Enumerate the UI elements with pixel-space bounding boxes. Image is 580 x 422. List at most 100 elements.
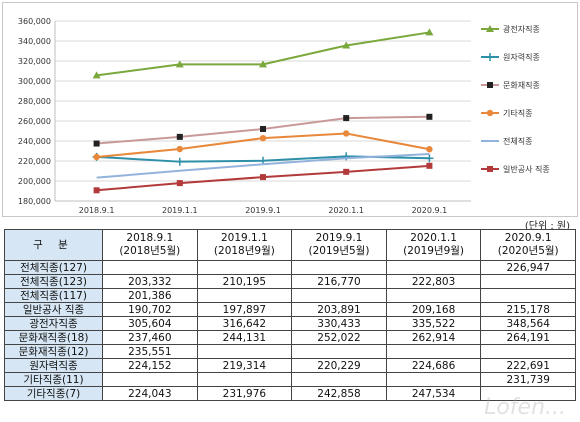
row-label: 문화재직종(18) [4,330,103,345]
data-point [93,140,100,147]
table-cell: 316,642 [196,316,293,331]
data-point [176,145,183,153]
table-cell: 220,229 [291,358,387,373]
data-point [93,187,100,194]
row-label: 광전자직종 [4,316,103,331]
data-point [175,60,184,68]
table-row: 광전자직종 305,604 316,642 330,433 335,522 348,564 [4,316,576,331]
table-cell: 209,168 [385,302,482,317]
y-tick-label: 340,000 [18,37,51,46]
table-row: 문화재직종(18) 237,460 244,131 252,022 262,914 264… [4,330,576,345]
table-cell: 222,803 [385,274,482,289]
table-cell: 237,460 [102,330,198,345]
table-cell: 219,314 [196,358,293,373]
y-tick-label: 180,000 [18,197,51,206]
table-cell: 252,022 [291,330,387,345]
table-row: 기타직종(7) 224,043 231,976 242,858 247,534 [4,386,576,401]
wage-table: 구 분 2018.9.1 (2018년5월) 2019.1.1 (2018년9월) 201… [4,229,576,401]
table-cell [386,260,482,275]
x-tick-label: 2019.1.1 [162,206,198,215]
table-cell: 242,858 [291,386,387,401]
column-header: 2020.1.1 (2019년9월) [385,229,482,261]
data-point [342,41,351,49]
legend-label: 원자력직종 [503,52,540,62]
unit-note: (단위 : 원) [524,221,570,232]
table-cell: 262,914 [385,330,482,345]
table-cell: 190,702 [102,302,198,317]
legend-label: 일반공사 직종 [503,164,550,174]
column-survey-period: (2019년5월) [308,245,370,257]
table-cell: 224,686 [385,358,482,373]
table-cell: 231,739 [480,372,576,387]
table-cell: 201,386 [102,288,198,303]
y-tick-label: 360,000 [18,17,51,26]
table-row: 전체직종(127) 226,947 [4,260,576,275]
row-label: 전체직종(127) [4,260,103,275]
series-line [96,31,430,77]
data-point [259,60,267,68]
table-header-row: 구 분 2018.9.1 (2018년5월) 2019.1.1 (2018년9월) 201… [4,229,576,261]
table-cell: 264,191 [480,330,576,345]
column-survey-period: (2020년5월) [497,245,559,257]
table-cell [291,288,387,303]
table-row: 원자력직종 224,152 219,314 220,229 224,686 222,691 [4,358,576,373]
row-label: 문화재직종(12) [4,344,103,359]
table-cell: 224,152 [102,358,198,373]
y-tick-label: 240,000 [18,137,51,146]
column-survey-period: (2018년5월) [119,245,181,257]
data-point [93,153,100,161]
column-date: 2019.1.1 [221,232,268,244]
table-row: 전체직종(123) 203,332 210,195 216,770 222,803 [4,274,576,289]
table-cell: 203,891 [291,302,387,317]
table-cell [197,372,293,387]
data-point [426,113,433,120]
table-cell [480,288,576,303]
data-point [176,180,183,187]
table-cell [386,288,482,303]
row-label: 전체직종(123) [4,274,103,289]
data-point [426,146,433,153]
legend-label: 문화재직종 [503,80,540,90]
table-row: 기타직종(11) 231,739 [4,372,576,387]
data-point [260,125,266,132]
table-row: 전체직종(117) 201,386 [4,288,576,303]
table-row: 일반공사 직종 190,702 197,897 203,891 209,168 215,1… [4,302,576,317]
table-cell [480,344,576,359]
row-label: 원자력직종 [4,358,103,373]
column-date: 2019.9.1 [315,232,363,244]
chart-svg: 180,000 200,000 220,000 240,000 260,000 280,0… [18,17,550,215]
y-tick-label: 300,000 [18,77,51,86]
table-cell [386,372,482,387]
table-cell: 216,770 [291,274,387,289]
column-header: 2019.9.1 (2019년5월) [291,229,387,261]
table-row: 문화재직종(12) 235,551 [4,344,576,359]
x-tick-label: 2019.9.1 [245,206,281,215]
column-date: 2018.9.1 [126,232,174,244]
table-cell [480,386,576,401]
table-cell [291,344,387,359]
column-date: 2020.1.1 [410,232,457,244]
data-point [260,174,266,181]
y-tick-label: 220,000 [18,157,51,166]
column-header: 2019.1.1 (2018년9월) [196,229,293,261]
row-label: 기타직종(7) [4,386,103,401]
legend-label: 기타직종 [503,108,532,118]
legend-marker [487,166,493,172]
x-tick-label: 2018.9.1 [79,206,115,215]
table-cell [102,260,198,275]
x-tick-label: 2020.1.1 [328,206,364,215]
table-cell: 247,534 [385,386,482,401]
table-cell [197,260,293,275]
table-cell: 222,691 [480,358,576,373]
table-cell: 210,195 [196,274,293,289]
table-cell [291,372,387,387]
table-corner-header: 구 분 [4,229,103,261]
column-survey-period: (2018년9월) [213,245,275,257]
table-cell: 215,178 [480,302,576,317]
table-cell [196,288,293,303]
table-cell [291,260,387,275]
y-tick-label: 280,000 [18,97,51,106]
data-point [426,162,433,169]
row-label: 전체직종(117) [4,288,103,303]
legend-label: 전체직종 [503,136,532,146]
